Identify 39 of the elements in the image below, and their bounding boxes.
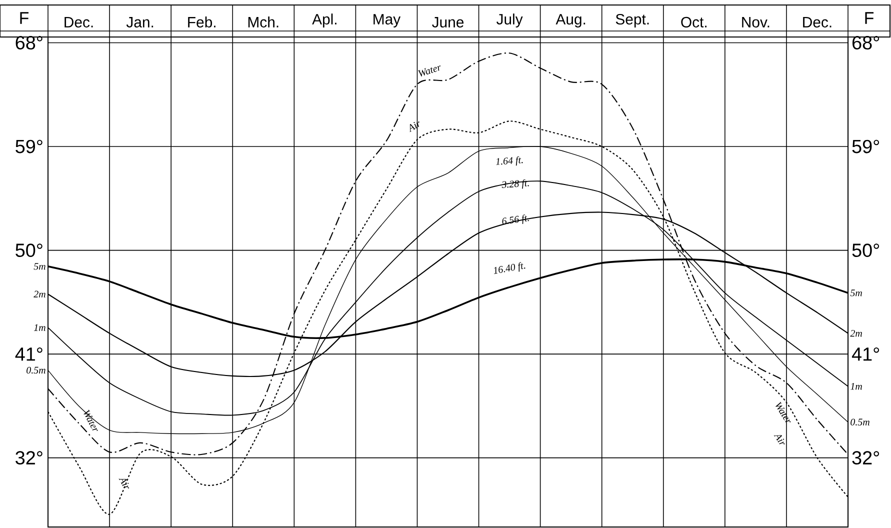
y-tick-label: 32°	[16, 451, 42, 465]
x-tick-label: Aug.	[556, 14, 586, 28]
text: 5m	[850, 290, 862, 296]
y-tick-label: 59°	[16, 140, 42, 154]
x-tick-label: Dec.	[803, 17, 832, 28]
y-tick-label: 50°	[16, 244, 42, 257]
text: 2m	[34, 290, 46, 298]
text: Air	[774, 435, 785, 445]
text: 16.40 ft.	[494, 262, 526, 274]
y2-tick-label: 41°	[852, 347, 880, 361]
series-label: 3.28 ft.	[502, 179, 529, 189]
text: Air	[410, 121, 420, 132]
text: 5m	[34, 263, 46, 270]
y2-tick-label: 50°	[852, 244, 880, 257]
x-tick-label: Jan.	[126, 17, 154, 28]
text: 1m	[850, 383, 862, 390]
x-tick-label: July	[496, 14, 523, 28]
x-tick-label: Oct.	[681, 16, 706, 28]
x-tick-label: Feb.	[188, 16, 216, 28]
y-tick-label: 41°	[15, 347, 42, 361]
x-tick-label: Sept.	[616, 14, 649, 28]
text: 0.5m	[850, 418, 870, 426]
series-label: 1.64 ft.	[496, 156, 523, 166]
y2-tick-label: 32°	[852, 451, 880, 465]
text: Water	[84, 410, 98, 431]
text: 1m	[34, 324, 46, 331]
x-tick-label: Apl.	[312, 14, 336, 28]
x-tick-label: Mch.	[248, 16, 278, 28]
x-tick-label: Dec.	[64, 17, 93, 28]
y-axis-title: F	[20, 12, 28, 24]
text: Air	[118, 478, 130, 489]
text: 2m	[850, 330, 862, 337]
x-tick-label: Nov.	[742, 17, 770, 28]
text: Water	[418, 65, 440, 77]
y2-axis-title: F	[865, 12, 874, 24]
x-tick-label: June	[432, 17, 464, 28]
y2-tick-label: 59°	[852, 140, 880, 154]
x-tick-label: May	[374, 14, 401, 28]
text: 0.5m	[26, 366, 46, 374]
